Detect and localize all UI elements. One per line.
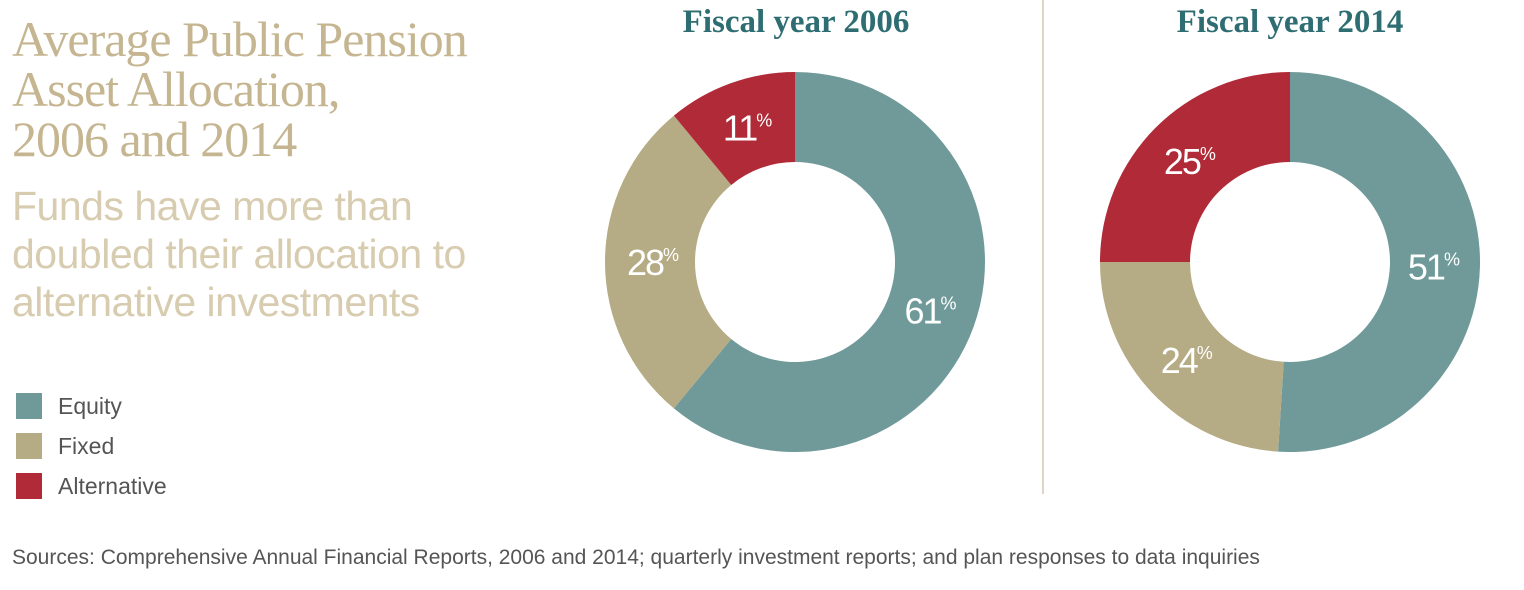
legend-swatch-alternative — [16, 473, 42, 499]
donut-slice-1-equity — [1278, 72, 1480, 452]
legend-item-fixed: Fixed — [16, 426, 167, 466]
donut-label-0-equity: 61% — [905, 290, 957, 331]
chart-title: Average Public Pension Asset Allocation,… — [12, 11, 468, 167]
legend-label-alternative: Alternative — [58, 472, 167, 499]
donut-title-2014: Fiscal year 2014 — [1176, 4, 1404, 40]
donut-label-1-equity: 51% — [1408, 246, 1460, 287]
donut-slice-0-equity — [673, 72, 986, 452]
donut-label-1-alternative: 25% — [1164, 141, 1216, 182]
legend-swatch-equity — [16, 393, 42, 419]
donut-slice-1-alternative — [1100, 72, 1290, 262]
donut-title-2006: Fiscal year 2006 — [682, 4, 910, 40]
sources-note: Sources: Comprehensive Annual Financial … — [12, 546, 1260, 569]
donut-slice-0-alternative — [673, 72, 795, 185]
donut-label-1-fixed: 24% — [1161, 340, 1213, 381]
legend-item-alternative: Alternative — [16, 466, 167, 506]
donut-label-0-fixed: 28% — [627, 242, 679, 283]
donut-slice-0-fixed — [605, 115, 732, 409]
legend-swatch-fixed — [16, 433, 42, 459]
chart-subtitle: Funds have more than doubled their alloc… — [12, 183, 466, 325]
legend: Equity Fixed Alternative — [16, 386, 167, 506]
donut-label-0-alternative: 11% — [723, 107, 772, 148]
donut-slice-1-fixed — [1100, 262, 1284, 452]
legend-label-fixed: Fixed — [58, 432, 115, 459]
chart-divider — [1042, 0, 1044, 494]
legend-item-equity: Equity — [16, 386, 167, 426]
legend-label-equity: Equity — [58, 392, 122, 419]
